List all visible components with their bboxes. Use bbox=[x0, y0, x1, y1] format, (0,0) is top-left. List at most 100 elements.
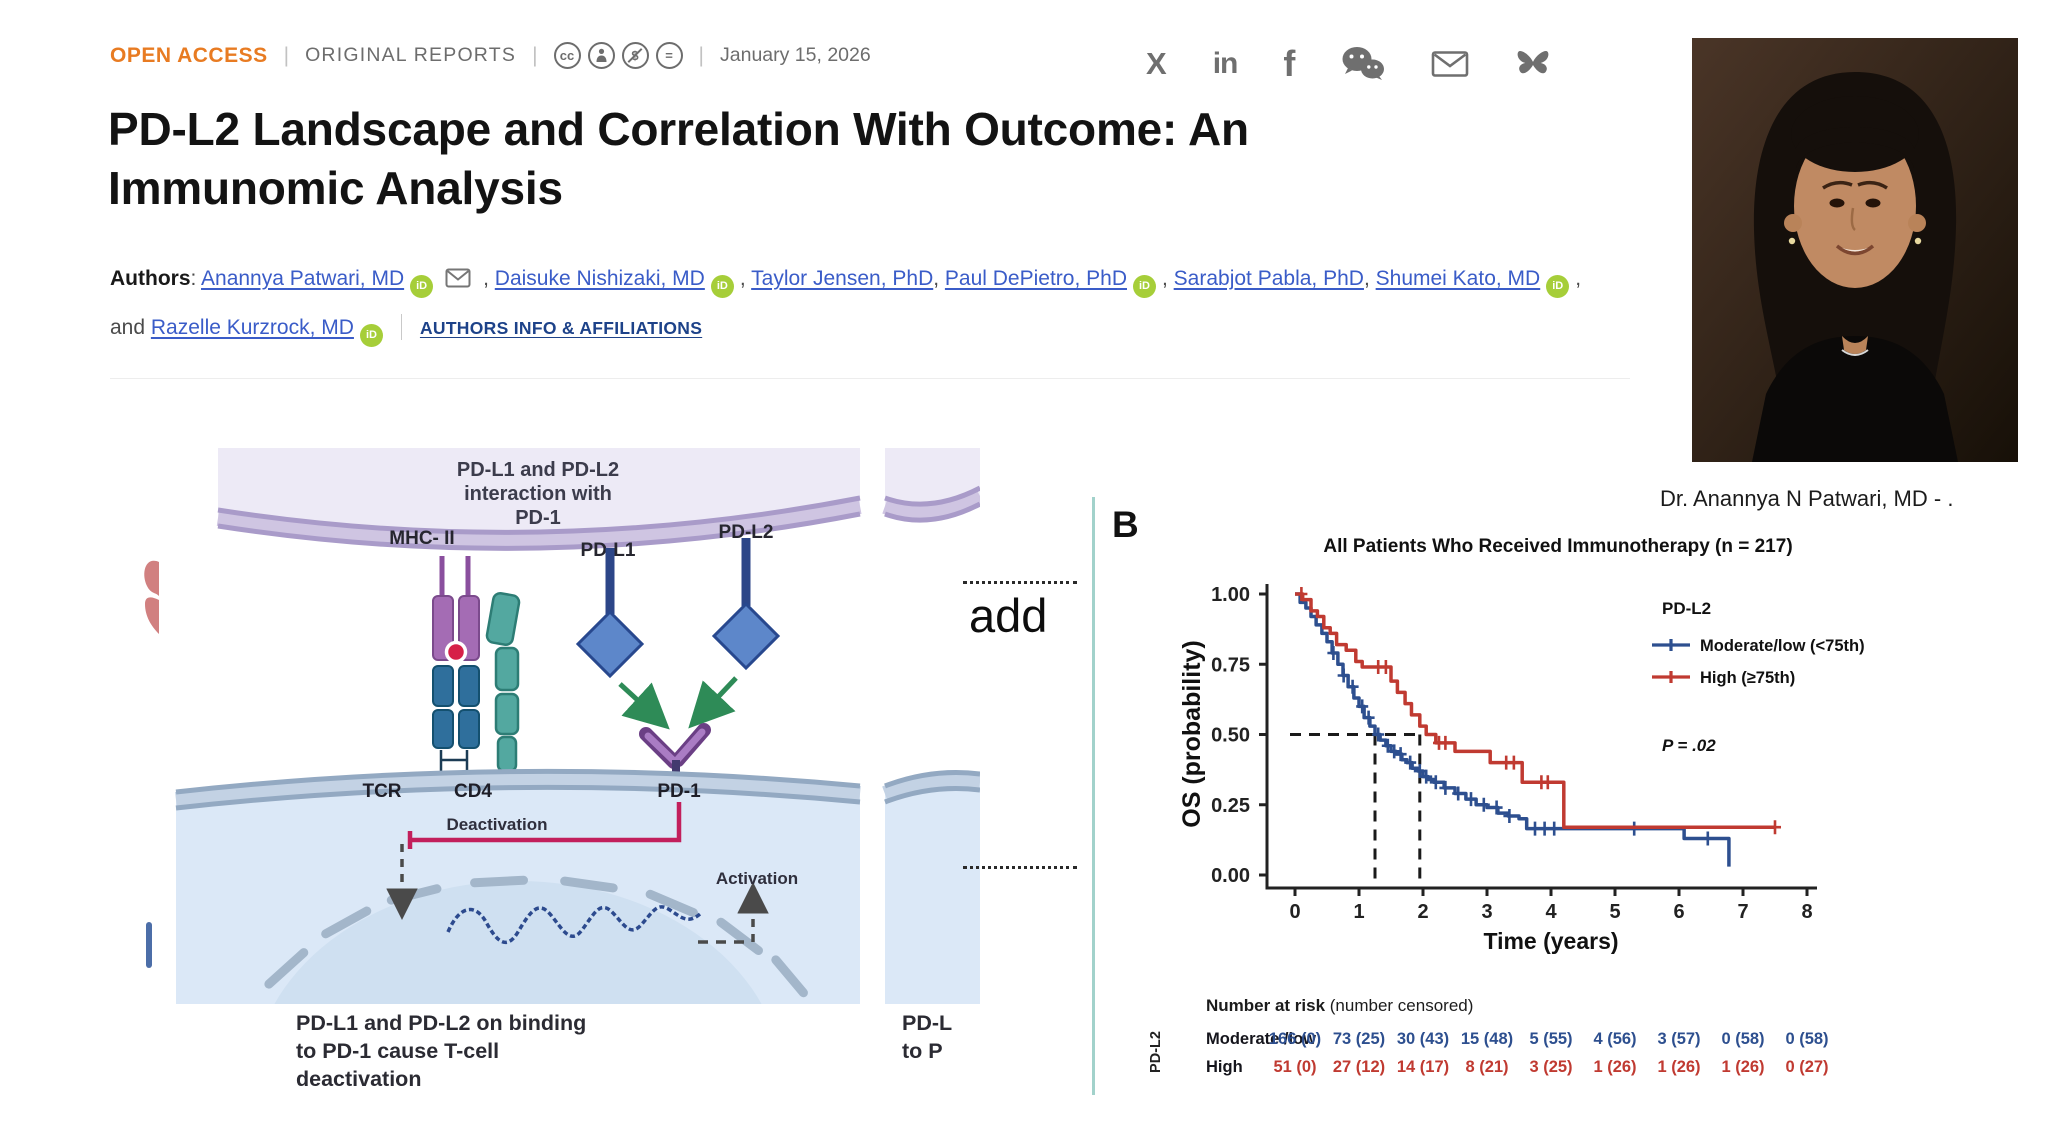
risk-header-rest: (number censored) bbox=[1325, 996, 1474, 1015]
antigen-peptide bbox=[444, 640, 468, 664]
orcid-icon[interactable]: iD bbox=[1546, 274, 1570, 298]
censor-mark bbox=[1465, 792, 1477, 807]
pdl2-label: PD-L2 bbox=[719, 522, 774, 543]
binding-arrow-left bbox=[618, 682, 670, 730]
risk-value: 14 (17) bbox=[1396, 1058, 1450, 1076]
mhc-beta bbox=[458, 595, 480, 661]
portrait-illustration bbox=[1692, 38, 2018, 462]
censor-mark bbox=[1507, 755, 1520, 770]
publish-date: January 15, 2026 bbox=[720, 44, 871, 66]
orcid-icon[interactable]: iD bbox=[1133, 274, 1156, 298]
divider: | bbox=[283, 43, 290, 67]
pdl1-ligand bbox=[575, 609, 645, 679]
authors-label: Authors bbox=[110, 267, 191, 290]
legend-marker bbox=[1652, 671, 1690, 683]
censor-mark bbox=[1439, 735, 1452, 750]
author-separator: , bbox=[1363, 267, 1376, 290]
x-tick-label: 3 bbox=[1481, 901, 1492, 923]
x-tick-label: 8 bbox=[1801, 901, 1812, 923]
censor-mark bbox=[1769, 820, 1781, 835]
dotted-separator-bottom bbox=[963, 866, 1077, 869]
y-tick-label: 0.00 bbox=[1211, 865, 1250, 887]
pd1-label: PD-1 bbox=[657, 781, 701, 802]
tumor-cell-body bbox=[218, 448, 860, 541]
risk-value: 27 (12) bbox=[1332, 1058, 1386, 1076]
author-separator: , bbox=[1162, 267, 1174, 290]
share-toolbar: X in f bbox=[1146, 43, 1551, 84]
divider: | bbox=[698, 43, 704, 67]
license-icons: cc $ = bbox=[553, 42, 683, 69]
header-rule bbox=[110, 378, 1630, 379]
facebook-icon[interactable]: f bbox=[1283, 43, 1296, 84]
orcid-icon[interactable]: iD bbox=[710, 274, 734, 298]
wechat-icon[interactable] bbox=[1341, 46, 1385, 82]
equals-glyph: = bbox=[665, 48, 673, 63]
bluesky-butterfly-icon[interactable] bbox=[1515, 49, 1551, 80]
author-link[interactable]: Razelle Kurzrock, MD bbox=[150, 316, 354, 339]
next-panel-caption-line2: to P bbox=[902, 1039, 943, 1063]
mhc-label: MHC- II bbox=[389, 528, 454, 549]
censor-mark bbox=[1346, 679, 1359, 694]
figure-caption-line2: to PD-1 cause T-cell bbox=[296, 1039, 499, 1063]
activation-label: Activation bbox=[716, 869, 798, 888]
risk-row-label: Moderate /low bbox=[1206, 1030, 1317, 1048]
x-tick-label: 2 bbox=[1417, 901, 1428, 923]
add-annotation: add bbox=[969, 589, 1048, 642]
y-tick-label: 1.00 bbox=[1211, 584, 1250, 606]
censor-mark bbox=[1701, 831, 1714, 846]
clipped-red-shape bbox=[144, 560, 159, 634]
censor-mark bbox=[1439, 780, 1452, 795]
x-twitter-icon[interactable]: X bbox=[1146, 46, 1167, 81]
author-separator: , bbox=[933, 267, 945, 290]
panel-b-label: B bbox=[1112, 504, 1139, 545]
tcr-domain bbox=[432, 665, 454, 707]
clipped-blue-shape bbox=[146, 922, 152, 968]
risk-table-header: Number at risk (number censored) bbox=[1206, 996, 1473, 1016]
censor-mark bbox=[1388, 744, 1401, 759]
linkedin-icon[interactable]: in bbox=[1212, 47, 1239, 80]
censor-mark bbox=[1394, 747, 1407, 762]
risk-value: 1 (26) bbox=[1657, 1058, 1701, 1076]
cd4-label: CD4 bbox=[454, 781, 492, 802]
axes bbox=[1265, 584, 1817, 890]
number-at-risk-table: Number at risk (number censored) PD-L2 M… bbox=[1140, 990, 1900, 1100]
article-meta-row: OPEN ACCESS | ORIGINAL REPORTS | cc $ = … bbox=[110, 42, 871, 69]
figure-caption-line1: PD-L1 and PD-L2 on binding bbox=[296, 1011, 586, 1035]
author-link[interactable]: Taylor Jensen, PhD bbox=[751, 267, 934, 290]
next-panel-caption-line1: PD-L bbox=[902, 1011, 952, 1035]
mhc-stems bbox=[439, 556, 471, 602]
author-link[interactable]: Sarabjot Pabla, PhD bbox=[1173, 267, 1364, 290]
risk-value: 30 (43) bbox=[1396, 1030, 1450, 1048]
risk-header-bold: Number at risk bbox=[1206, 996, 1326, 1015]
cc-by-person-icon bbox=[587, 42, 615, 69]
risk-value: 15 (48) bbox=[1460, 1030, 1514, 1048]
mechanism-diagram-svg: PD-L1 and PD-L2 interaction with PD-1 MH… bbox=[175, 448, 984, 1091]
author-link[interactable]: Daisuke Nishizaki, MD bbox=[494, 267, 705, 290]
panel-divider-line bbox=[1092, 497, 1095, 1095]
diagram-top-title-line2: interaction with bbox=[464, 483, 612, 505]
author-link[interactable]: Anannya Patwari, MD bbox=[201, 267, 405, 290]
x-tick-label: 7 bbox=[1737, 901, 1748, 923]
censor-mark bbox=[1452, 786, 1465, 801]
email-icon[interactable] bbox=[1431, 50, 1469, 78]
orcid-icon[interactable]: iD bbox=[359, 323, 383, 347]
pdl2-ligand bbox=[711, 601, 781, 671]
orcid-icon[interactable]: iD bbox=[410, 274, 434, 298]
x-tick-label: 0 bbox=[1289, 901, 1300, 923]
risk-row-label: High bbox=[1206, 1058, 1243, 1076]
risk-value: 51 (0) bbox=[1273, 1058, 1317, 1076]
risk-value: 73 (25) bbox=[1332, 1030, 1386, 1048]
censor-mark bbox=[1490, 800, 1503, 815]
censor-mark bbox=[1477, 797, 1490, 812]
figure-mechanism-diagram: PD-L1 and PD-L2 interaction with PD-1 MH… bbox=[150, 444, 984, 1094]
censor-mark bbox=[1541, 775, 1554, 790]
author-link[interactable]: Paul DePietro, PhD bbox=[944, 267, 1127, 290]
diagram-top-title-line3: PD-1 bbox=[515, 507, 561, 529]
risk-value: 4 (56) bbox=[1593, 1030, 1637, 1048]
email-author-icon[interactable] bbox=[445, 268, 471, 293]
next-panel-t-cell bbox=[885, 780, 980, 1004]
authors-line: Authors: Anannya Patwari, MD iD, Daisuke … bbox=[110, 256, 1585, 351]
dotted-separator-top bbox=[963, 581, 1077, 584]
authors-info-link[interactable]: AUTHORS INFO & AFFILIATIONS bbox=[419, 318, 703, 338]
author-link[interactable]: Shumei Kato, MD bbox=[1375, 267, 1541, 290]
